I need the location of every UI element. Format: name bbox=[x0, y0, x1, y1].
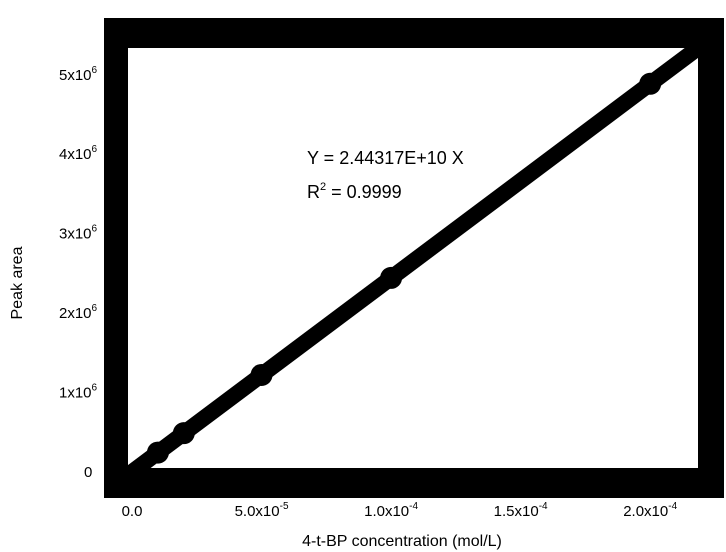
y-tick-label-5: 4x106 bbox=[59, 144, 98, 163]
r-squared-symbol: R bbox=[307, 182, 320, 202]
data-point-3 bbox=[250, 363, 273, 386]
data-point-5 bbox=[639, 72, 662, 95]
r-squared-value: = 0.9999 bbox=[326, 182, 402, 202]
y-tick-label-6: 5x106 bbox=[59, 65, 98, 84]
r-squared-exponent: 2 bbox=[320, 181, 326, 193]
y-axis-title: Peak area bbox=[9, 246, 26, 319]
fit-line bbox=[124, 36, 710, 480]
x-tick-label-2: 5.0x10-5 bbox=[235, 501, 289, 520]
y-tick-label-3: 2x106 bbox=[59, 303, 98, 322]
x-tick-label-1: 0.0 bbox=[122, 503, 143, 520]
y-tick-label-2: 1x106 bbox=[59, 383, 98, 402]
y-tick-label-4: 3x106 bbox=[59, 224, 98, 243]
data-point-4 bbox=[380, 266, 403, 289]
x-tick-label-3: 1.0x10-4 bbox=[364, 501, 418, 520]
frame-left bbox=[104, 18, 128, 498]
fit-equation-label: Y = 2.44317E+10 X bbox=[307, 148, 464, 168]
r-squared-label: R2 = 0.9999 bbox=[307, 181, 402, 202]
frame-top bbox=[104, 18, 724, 48]
data-point-1 bbox=[146, 441, 169, 464]
y-tick-label-1: 0 bbox=[84, 464, 92, 481]
x-axis-title: 4-t-BP concentration (mol/L) bbox=[302, 533, 502, 550]
frame-bottom bbox=[104, 468, 724, 498]
x-tick-label-5: 2.0x10-4 bbox=[623, 501, 677, 520]
x-tick-label-4: 1.5x10-4 bbox=[494, 501, 548, 520]
frame-right bbox=[698, 18, 724, 498]
data-point-2 bbox=[172, 422, 195, 445]
